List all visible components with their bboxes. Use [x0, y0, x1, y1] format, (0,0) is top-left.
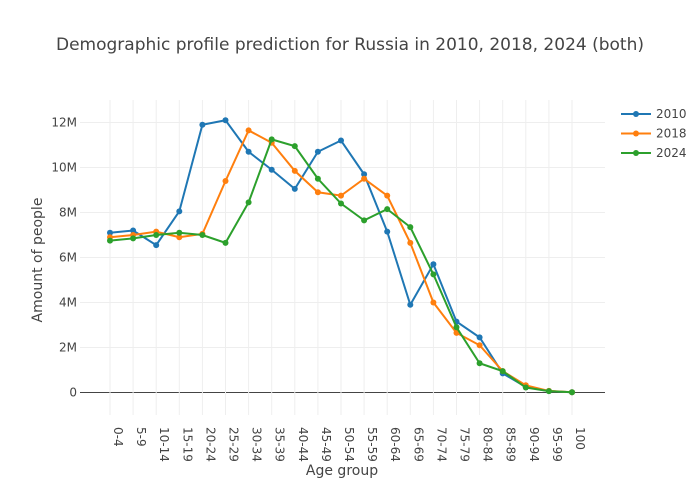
data-point[interactable]: [569, 389, 575, 396]
data-point[interactable]: [130, 227, 137, 234]
y-tick-label: 0: [69, 386, 77, 400]
data-point[interactable]: [291, 185, 298, 192]
x-tick-label: 10-14: [157, 427, 171, 462]
data-point[interactable]: [107, 229, 113, 236]
x-tick-label: 65-69: [411, 427, 425, 462]
legend-label: 2024: [656, 146, 687, 160]
y-tick-label: 6M: [59, 251, 77, 265]
data-point[interactable]: [522, 384, 529, 391]
data-point[interactable]: [268, 166, 275, 173]
data-point[interactable]: [176, 234, 183, 241]
data-point[interactable]: [245, 127, 252, 134]
series-lines[interactable]: [107, 117, 575, 396]
chart-title: Demographic profile prediction for Russi…: [56, 35, 644, 55]
data-point[interactable]: [430, 271, 437, 278]
data-point[interactable]: [384, 192, 391, 199]
data-point[interactable]: [430, 261, 437, 268]
data-point[interactable]: [361, 175, 368, 182]
legend[interactable]: 2010 2018 2024: [621, 107, 687, 160]
x-tick-label: 70-74: [434, 427, 448, 462]
y-tick-label: 2M: [59, 341, 77, 355]
x-tick-label: 60-64: [388, 427, 402, 462]
data-point[interactable]: [176, 208, 183, 215]
data-point[interactable]: [130, 235, 137, 242]
x-tick-label: 50-54: [342, 427, 356, 462]
data-point[interactable]: [361, 171, 368, 178]
legend-marker: [633, 150, 639, 156]
x-tick-label: 80-84: [481, 427, 495, 462]
series-2024[interactable]: [107, 136, 575, 396]
data-point[interactable]: [222, 117, 229, 124]
y-tick-label: 8M: [59, 206, 77, 220]
data-point[interactable]: [222, 178, 229, 184]
data-point[interactable]: [430, 299, 437, 306]
data-point[interactable]: [338, 137, 344, 144]
y-tick-label: 4M: [59, 296, 77, 310]
data-point[interactable]: [499, 368, 506, 375]
data-point[interactable]: [153, 232, 160, 238]
x-tick-label: 55-59: [365, 427, 379, 462]
data-point[interactable]: [314, 148, 321, 155]
grid: [80, 100, 605, 415]
y-axis-ticks: 0 2M 4M 6M 8M 10M 12M: [51, 116, 77, 400]
legend-item-2018[interactable]: 2018: [621, 127, 687, 141]
data-point[interactable]: [545, 388, 552, 395]
legend-item-2010[interactable]: 2010: [621, 107, 687, 121]
legend-marker: [633, 111, 639, 117]
data-point[interactable]: [384, 228, 391, 235]
data-point[interactable]: [407, 224, 414, 231]
x-tick-label: 5-9: [134, 427, 148, 447]
data-point[interactable]: [338, 192, 344, 199]
x-axis-ticks: 0-4 5-9 10-14 15-19 20-24 25-29 30-34 35-39 40-4…: [111, 427, 587, 462]
data-point[interactable]: [314, 189, 321, 196]
legend-label: 2018: [656, 127, 687, 141]
y-tick-label: 12M: [51, 116, 77, 130]
data-point[interactable]: [291, 143, 298, 150]
y-axis-title: Amount of people: [30, 198, 46, 323]
data-point[interactable]: [107, 237, 113, 244]
x-tick-label: 100: [573, 427, 587, 450]
data-point[interactable]: [268, 136, 275, 143]
data-point[interactable]: [338, 200, 344, 207]
data-point[interactable]: [153, 242, 160, 249]
data-point[interactable]: [291, 167, 298, 174]
data-point[interactable]: [453, 324, 460, 331]
data-point[interactable]: [384, 206, 391, 213]
x-tick-label: 40-44: [296, 427, 310, 462]
x-tick-label: 20-24: [203, 427, 217, 462]
data-point[interactable]: [361, 217, 368, 224]
x-axis-title: Age group: [306, 463, 378, 479]
x-tick-label: 0-4: [111, 427, 125, 447]
x-tick-label: 30-34: [250, 427, 264, 462]
data-point[interactable]: [407, 301, 414, 308]
x-tick-label: 75-79: [458, 427, 472, 462]
x-tick-label: 90-94: [527, 427, 541, 462]
data-point[interactable]: [476, 360, 483, 367]
data-point[interactable]: [314, 175, 321, 182]
x-tick-label: 45-49: [319, 427, 333, 462]
data-point[interactable]: [476, 342, 483, 349]
legend-label: 2010: [656, 107, 687, 121]
data-point[interactable]: [245, 148, 252, 155]
data-point[interactable]: [222, 239, 229, 246]
data-point[interactable]: [199, 232, 206, 238]
legend-marker: [633, 130, 639, 137]
x-tick-label: 25-29: [227, 427, 241, 462]
x-tick-label: 35-39: [273, 427, 287, 462]
x-tick-label: 85-89: [504, 427, 518, 462]
data-point[interactable]: [176, 229, 183, 236]
y-tick-label: 10M: [51, 161, 77, 175]
data-point[interactable]: [476, 334, 483, 341]
data-point[interactable]: [407, 239, 414, 246]
x-tick-label: 15-19: [180, 427, 194, 462]
x-tick-label: 95-99: [550, 427, 564, 462]
legend-item-2024[interactable]: 2024: [621, 146, 687, 160]
data-point[interactable]: [245, 199, 252, 206]
data-point[interactable]: [199, 121, 206, 128]
